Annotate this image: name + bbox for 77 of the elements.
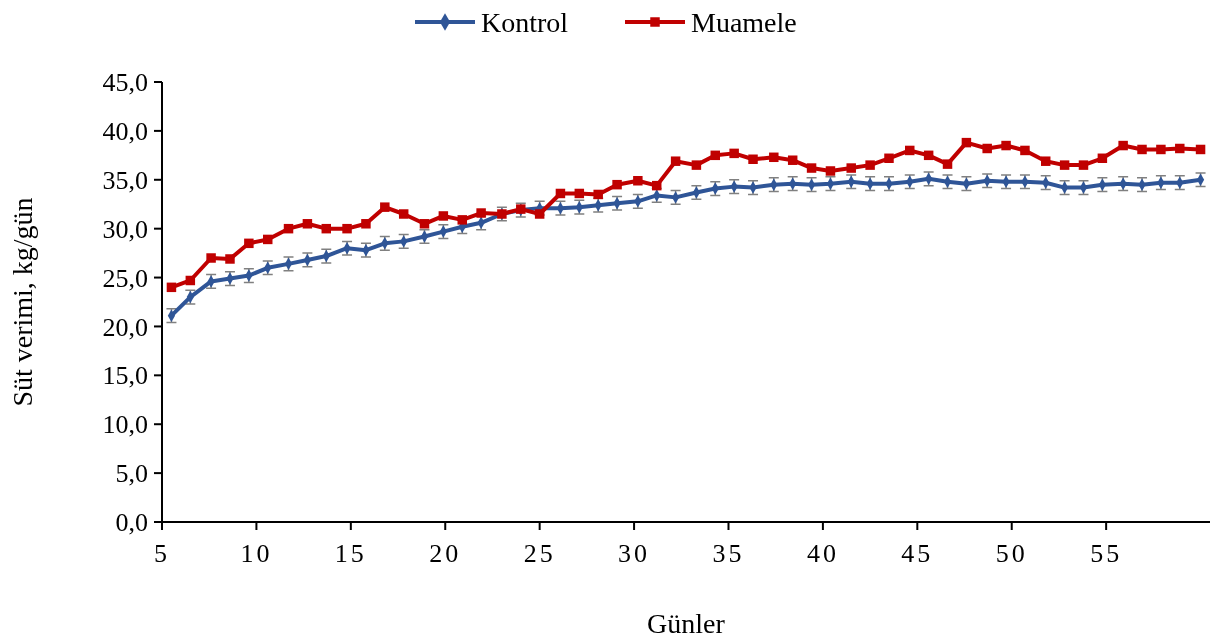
- y-tick-label: 10,0: [102, 410, 148, 440]
- point: [1118, 140, 1128, 151]
- x-tick-label: 25: [523, 539, 556, 568]
- point: [651, 180, 662, 191]
- point: [555, 188, 566, 199]
- x-tick-label: 40: [806, 539, 839, 568]
- point: [438, 211, 449, 221]
- point: [380, 202, 390, 212]
- y-tick-label: 5,0: [115, 459, 148, 489]
- point: [263, 234, 273, 245]
- point: [769, 152, 779, 163]
- point: [1156, 144, 1166, 155]
- x-axis-title: Günler: [647, 608, 726, 639]
- point: [1059, 160, 1070, 170]
- point: [593, 189, 603, 200]
- point: [206, 253, 216, 263]
- x-tick-label: 5: [154, 539, 170, 568]
- point: [1195, 144, 1206, 155]
- x-tick-label: 35: [712, 539, 745, 568]
- point: [825, 166, 836, 176]
- point: [884, 153, 894, 164]
- point: [302, 219, 313, 229]
- point: [612, 179, 622, 190]
- point: [574, 188, 585, 199]
- point: [1020, 145, 1030, 156]
- y-axis-title: Süt verimi, kg/gün: [7, 197, 38, 407]
- x-tick-label: 55: [1090, 539, 1123, 568]
- point: [1097, 153, 1108, 164]
- x-tick-label: 45: [901, 539, 934, 568]
- y-tick-label: 40,0: [102, 116, 148, 146]
- x-tick-label: 15: [334, 539, 367, 568]
- x-tick-label: 30: [618, 539, 651, 568]
- legend-label: Kontrol: [481, 6, 569, 38]
- x-tick-label: 50: [995, 539, 1028, 568]
- point: [166, 282, 177, 293]
- point: [729, 148, 739, 159]
- point: [670, 156, 681, 166]
- point: [534, 209, 545, 219]
- point: [1137, 144, 1147, 155]
- point: [342, 223, 352, 234]
- point: [846, 163, 856, 173]
- point: [185, 275, 196, 286]
- point: [942, 159, 953, 169]
- point: [905, 145, 915, 156]
- point: [923, 150, 934, 161]
- legend-label: Muamele: [691, 6, 797, 38]
- point: [865, 160, 875, 170]
- point: [982, 143, 992, 154]
- y-tick-label: 35,0: [102, 165, 148, 195]
- y-tick-label: 45,0: [102, 68, 148, 98]
- x-tick-label: 10: [240, 539, 273, 568]
- y-tick-label: 20,0: [102, 312, 148, 342]
- point: [398, 209, 409, 219]
- point: [419, 219, 430, 229]
- point: [244, 238, 254, 249]
- point: [283, 223, 294, 234]
- point: [806, 163, 817, 173]
- point: [961, 137, 972, 148]
- point: [476, 208, 486, 218]
- point: [361, 219, 371, 229]
- point: [633, 176, 643, 186]
- y-tick-label: 25,0: [102, 263, 148, 293]
- point: [787, 155, 798, 165]
- point: [1175, 143, 1185, 154]
- point: [1040, 156, 1051, 166]
- x-tick-label: 20: [429, 539, 462, 568]
- point: [457, 215, 467, 225]
- point: [691, 160, 702, 170]
- y-tick-label: 0,0: [115, 508, 148, 538]
- point: [225, 254, 235, 264]
- y-tick-label: 30,0: [102, 214, 148, 244]
- point: [710, 150, 721, 161]
- point: [1001, 140, 1011, 151]
- y-tick-label: 15,0: [102, 361, 148, 391]
- point: [748, 154, 758, 164]
- point: [321, 223, 332, 234]
- point: [1078, 160, 1089, 170]
